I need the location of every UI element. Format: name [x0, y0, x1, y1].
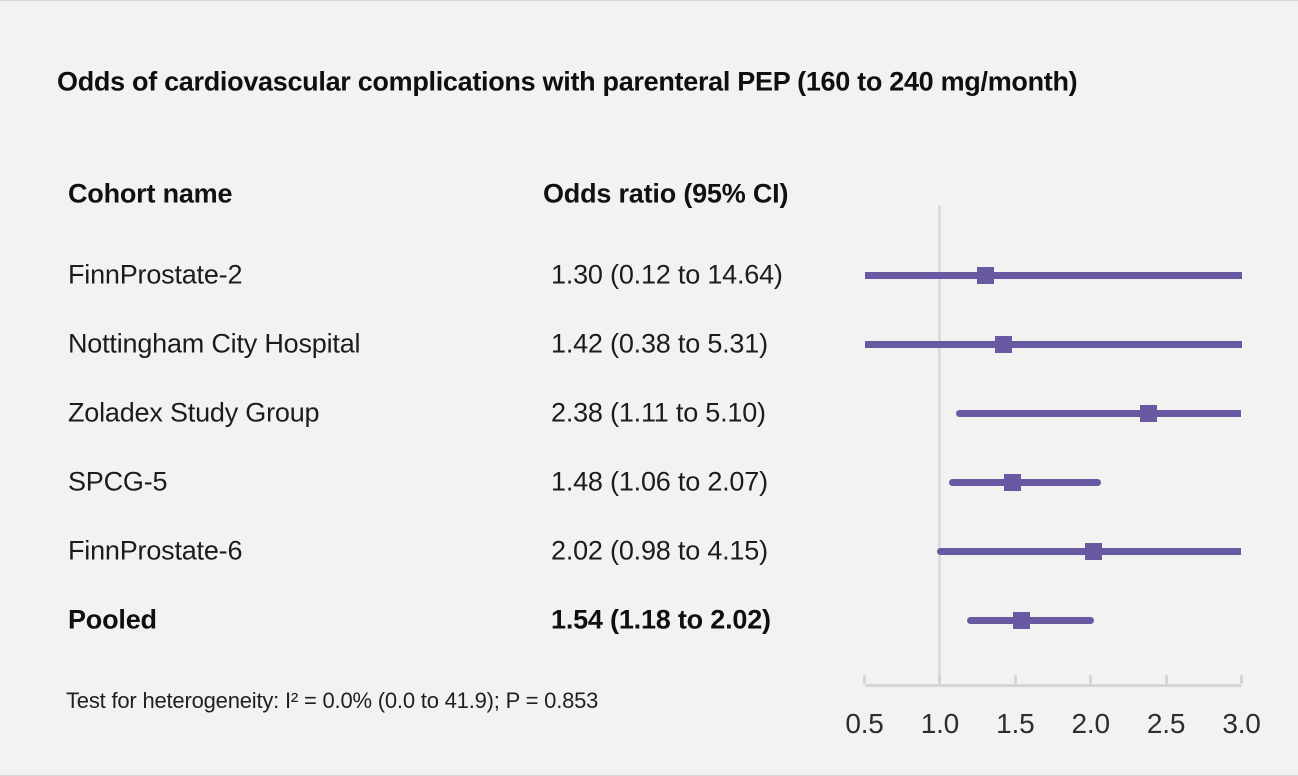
page-title: Odds of cardiovascular complications wit…: [57, 66, 1078, 97]
cohort-label: FinnProstate-6: [68, 535, 243, 566]
x-tick-label: 3.0: [1222, 708, 1261, 739]
x-axis-line: [864, 684, 1242, 687]
x-axis-tick: [938, 675, 942, 684]
x-tick-label: 1.0: [920, 708, 960, 739]
point-estimate-marker: [1139, 404, 1157, 422]
cohort-label-pooled: Pooled: [68, 604, 157, 635]
odds-ratio-value: 1.30 (0.12 to 14.64): [551, 259, 783, 290]
x-axis-tick: [1013, 675, 1017, 684]
heterogeneity-note: Test for heterogeneity: I² = 0.0% (0.0 t…: [66, 688, 599, 713]
confidence-interval-line: [956, 409, 1242, 417]
x-tick-label: 2.0: [1071, 708, 1111, 739]
point-estimate-marker: [994, 335, 1012, 353]
cohort-label: Zoladex Study Group: [68, 397, 320, 428]
x-axis-tick: [1089, 675, 1093, 684]
x-axis-tick: [863, 675, 866, 684]
odds-ratio-value: 1.48 (1.06 to 2.07): [551, 466, 768, 497]
x-tick-label: 2.5: [1146, 708, 1186, 739]
odds-ratio-value: 1.42 (0.38 to 5.31): [551, 328, 768, 359]
cohort-label: Nottingham City Hospital: [68, 328, 361, 359]
x-axis-tick: [1164, 675, 1168, 684]
point-estimate-marker: [1003, 473, 1021, 491]
odds-ratio-value: 2.02 (0.98 to 4.15): [551, 535, 768, 566]
odds-ratio-value-pooled: 1.54 (1.18 to 2.02): [551, 604, 771, 635]
point-estimate-marker: [1085, 542, 1103, 560]
confidence-interval-line: [864, 340, 1242, 348]
x-tick-label: 0.5: [845, 708, 884, 739]
x-axis-tick: [1240, 675, 1243, 684]
column-header-odds-ratio: Odds ratio (95% CI): [543, 178, 789, 209]
x-tick-label: 1.5: [996, 708, 1035, 739]
cohort-label: SPCG-5: [68, 466, 168, 497]
reference-line: [938, 205, 942, 687]
confidence-interval-line: [967, 616, 1094, 624]
confidence-interval-line: [864, 271, 1242, 279]
point-estimate-marker: [976, 266, 994, 284]
confidence-interval-line: [948, 478, 1102, 486]
pooled-estimate-marker: [1012, 611, 1030, 629]
column-header-cohort-name: Cohort name: [68, 178, 233, 209]
odds-ratio-value: 2.38 (1.11 to 5.10): [551, 397, 766, 428]
cohort-label: FinnProstate-2: [68, 259, 243, 290]
